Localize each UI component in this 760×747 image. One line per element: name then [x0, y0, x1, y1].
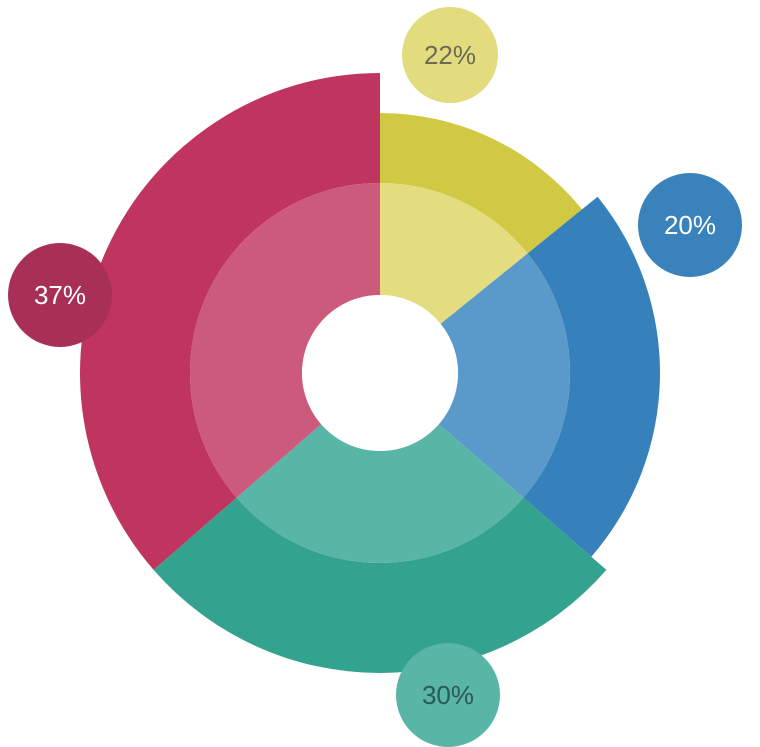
percent-badge-label: 30% — [422, 680, 474, 711]
percent-badge-label: 22% — [424, 40, 476, 71]
percent-badge-magenta: 37% — [8, 243, 112, 347]
donut-hole — [302, 295, 458, 451]
percent-badge-label: 37% — [34, 280, 86, 311]
percent-badge-yellow: 22% — [402, 7, 498, 103]
donut-chart-container: 22% 20% 30% 37% — [0, 0, 760, 747]
donut-chart — [0, 0, 760, 747]
percent-badge-label: 20% — [664, 210, 716, 241]
percent-badge-blue: 20% — [638, 173, 742, 277]
percent-badge-teal: 30% — [396, 643, 500, 747]
